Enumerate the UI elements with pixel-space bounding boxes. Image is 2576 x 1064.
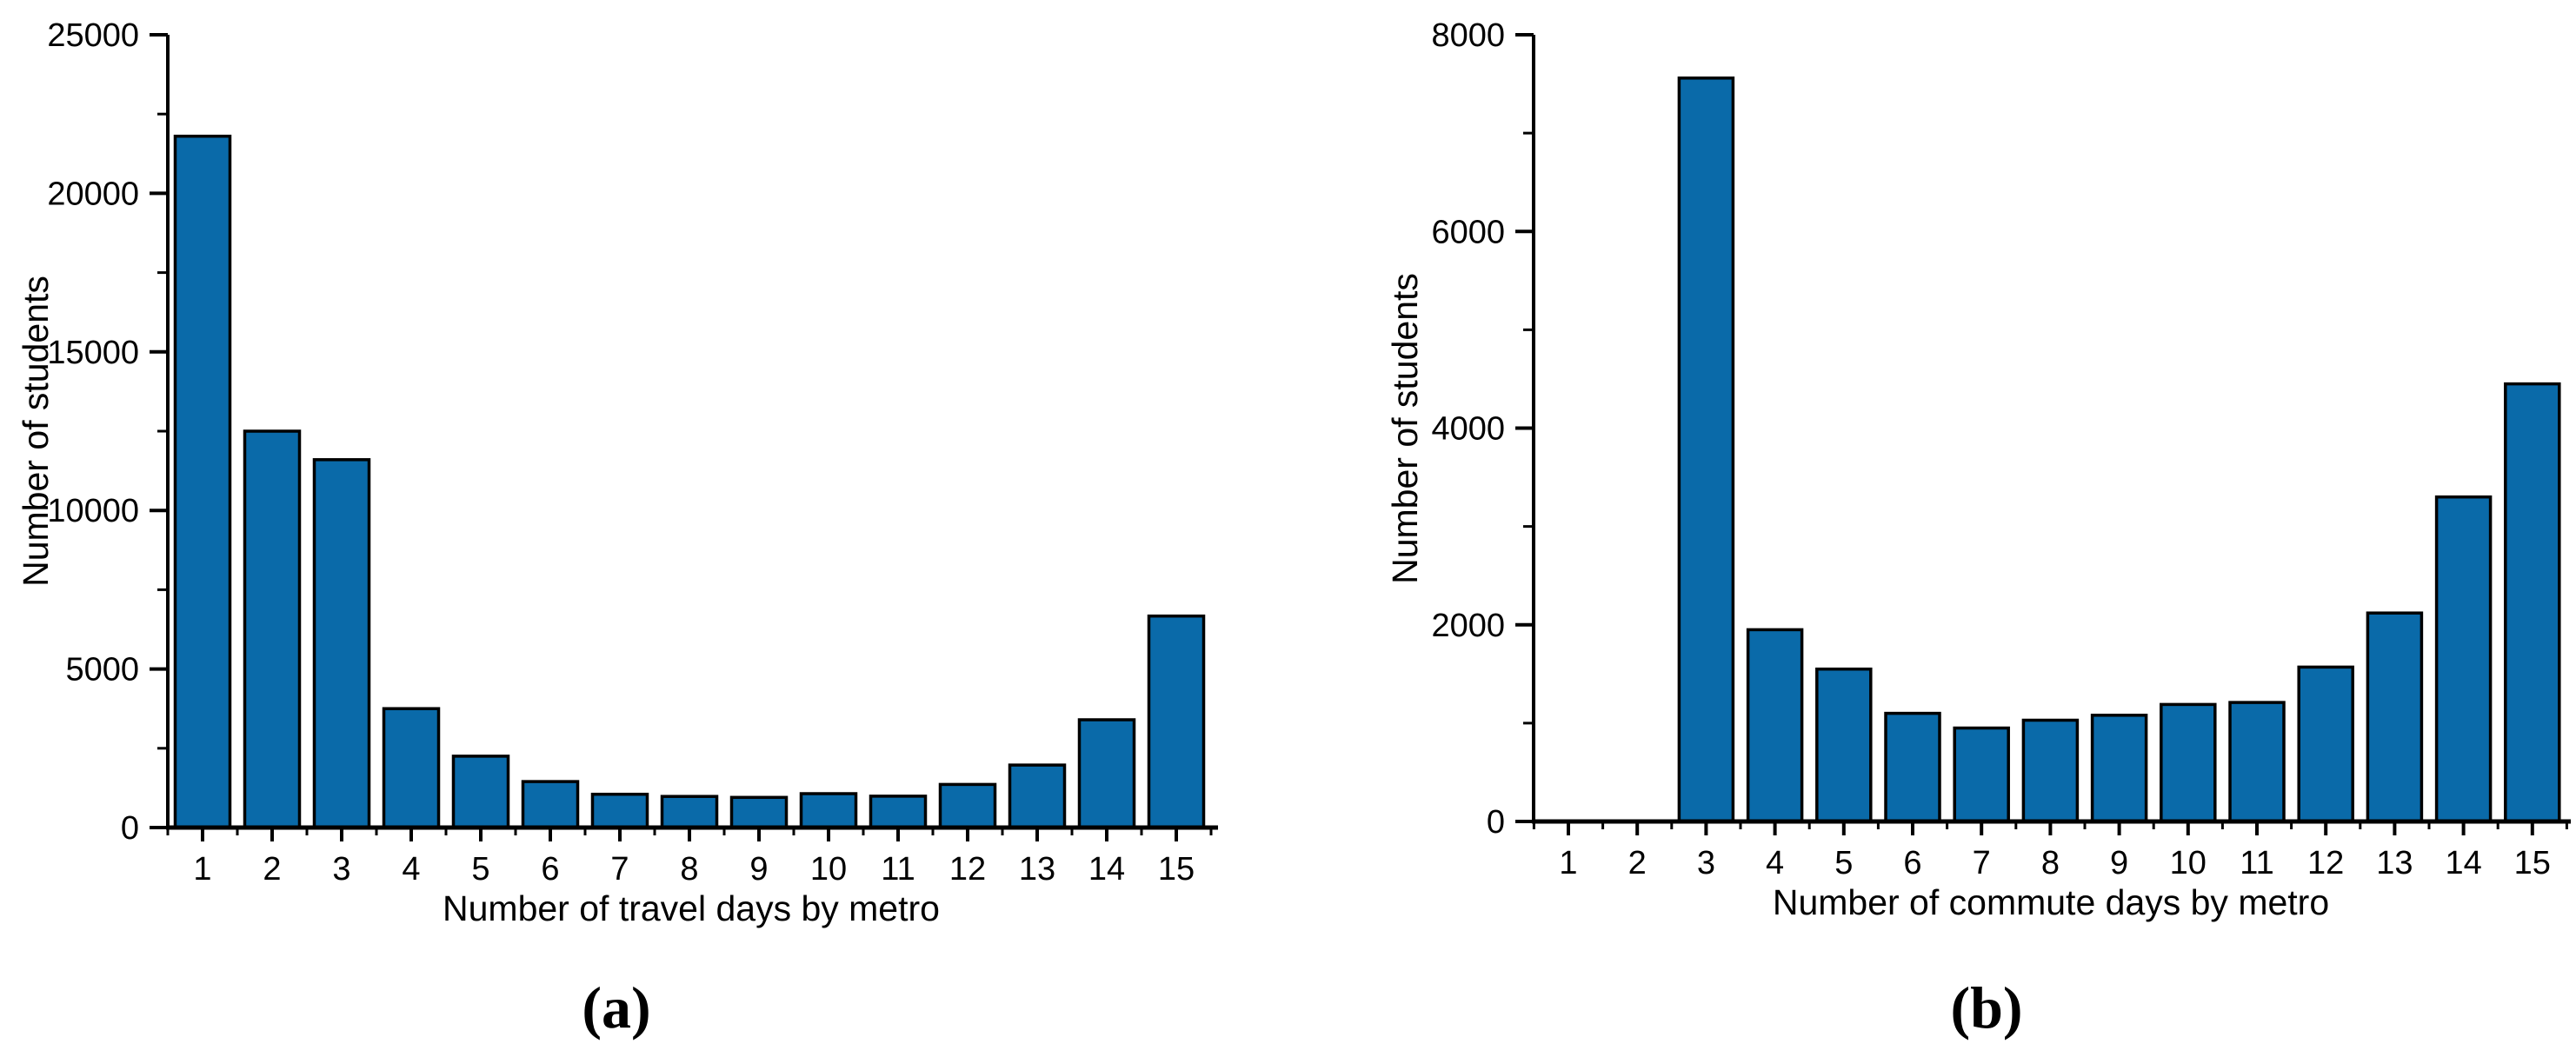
bar-day-4 (1746, 628, 1804, 823)
x-tick-label: 9 (749, 851, 768, 888)
x-tick-label: 5 (471, 851, 489, 888)
y-tick-label: 6000 (1431, 214, 1505, 250)
x-tick-label: 15 (1158, 851, 1195, 888)
y-axis-title: Number of students (1385, 273, 1425, 584)
bar-day-10 (2160, 702, 2217, 823)
bar-day-3 (1677, 76, 1735, 823)
bar-day-3 (312, 458, 371, 829)
x-tick-label: 7 (610, 851, 629, 888)
bar-day-15 (1147, 614, 1206, 829)
bar-day-14 (1077, 718, 1136, 829)
y-tick-label: 20000 (47, 176, 139, 212)
caption-panel-a: (a) (582, 974, 651, 1041)
bar-day-12 (938, 782, 997, 829)
caption-panel-b: (b) (1950, 974, 2023, 1041)
bar-day-11 (869, 795, 928, 829)
bar-day-11 (2228, 701, 2286, 823)
x-tick-label: 12 (949, 851, 986, 888)
x-tick-label: 7 (1973, 845, 1991, 881)
bar-day-5 (451, 755, 510, 829)
bar-day-4 (382, 707, 441, 829)
bar-day-7 (1953, 726, 2010, 823)
y-tick-label: 0 (1487, 804, 1505, 841)
x-axis-title: Number of travel days by metro (443, 888, 940, 928)
x-tick-label: 8 (680, 851, 698, 888)
x-tick-label: 2 (1628, 845, 1647, 881)
bar-day-9 (729, 795, 789, 829)
bar-day-14 (2434, 495, 2493, 823)
x-tick-label: 11 (2240, 845, 2273, 881)
x-tick-label: 2 (263, 851, 281, 888)
x-tick-label: 4 (402, 851, 420, 888)
y-tick-label: 8000 (1431, 17, 1505, 54)
x-tick-label: 6 (1903, 845, 1921, 881)
x-tick-label: 8 (2041, 845, 2060, 881)
x-tick-label: 1 (1559, 845, 1577, 881)
y-tick-label: 4000 (1431, 411, 1505, 448)
x-tick-label: 5 (1834, 845, 1853, 881)
x-tick-label: 14 (2445, 845, 2481, 881)
bar-day-13 (2366, 611, 2424, 823)
y-tick-label: 10000 (47, 493, 139, 529)
x-tick-label: 3 (1697, 845, 1715, 881)
x-tick-label: 12 (2307, 845, 2344, 881)
bar-day-8 (2021, 718, 2080, 823)
x-tick-label: 14 (1088, 851, 1125, 888)
y-tick-label: 25000 (47, 17, 139, 54)
bar-day-1 (173, 134, 232, 829)
bar-day-5 (1815, 667, 1873, 823)
x-tick-label: 11 (881, 851, 915, 888)
y-tick-label: 0 (121, 810, 139, 847)
x-tick-label: 4 (1766, 845, 1784, 881)
x-tick-label: 3 (332, 851, 350, 888)
x-tick-label: 15 (2514, 845, 2551, 881)
x-tick-label: 10 (810, 851, 847, 888)
y-tick-label: 15000 (47, 335, 139, 371)
x-tick-label: 6 (541, 851, 559, 888)
bar-day-8 (660, 795, 719, 829)
y-axis-title: Number of students (16, 276, 56, 587)
bar-day-7 (590, 792, 649, 829)
bar-day-10 (799, 792, 858, 829)
x-tick-label: 9 (2110, 845, 2128, 881)
bar-day-13 (1008, 763, 1067, 829)
bar-day-12 (2297, 665, 2354, 823)
bar-day-9 (2090, 714, 2148, 823)
y-tick-label: 2000 (1431, 608, 1505, 644)
x-tick-label: 13 (1019, 851, 1055, 888)
bar-day-15 (2504, 382, 2561, 823)
x-tick-label: 13 (2376, 845, 2413, 881)
y-tick-label: 5000 (65, 652, 139, 688)
bar-day-6 (521, 780, 580, 829)
x-axis-title: Number of commute days by metro (1773, 882, 2329, 922)
bar-day-6 (1884, 711, 1941, 823)
x-tick-label: 10 (2170, 845, 2207, 881)
x-tick-label: 1 (193, 851, 211, 888)
bar-day-2 (243, 429, 302, 829)
